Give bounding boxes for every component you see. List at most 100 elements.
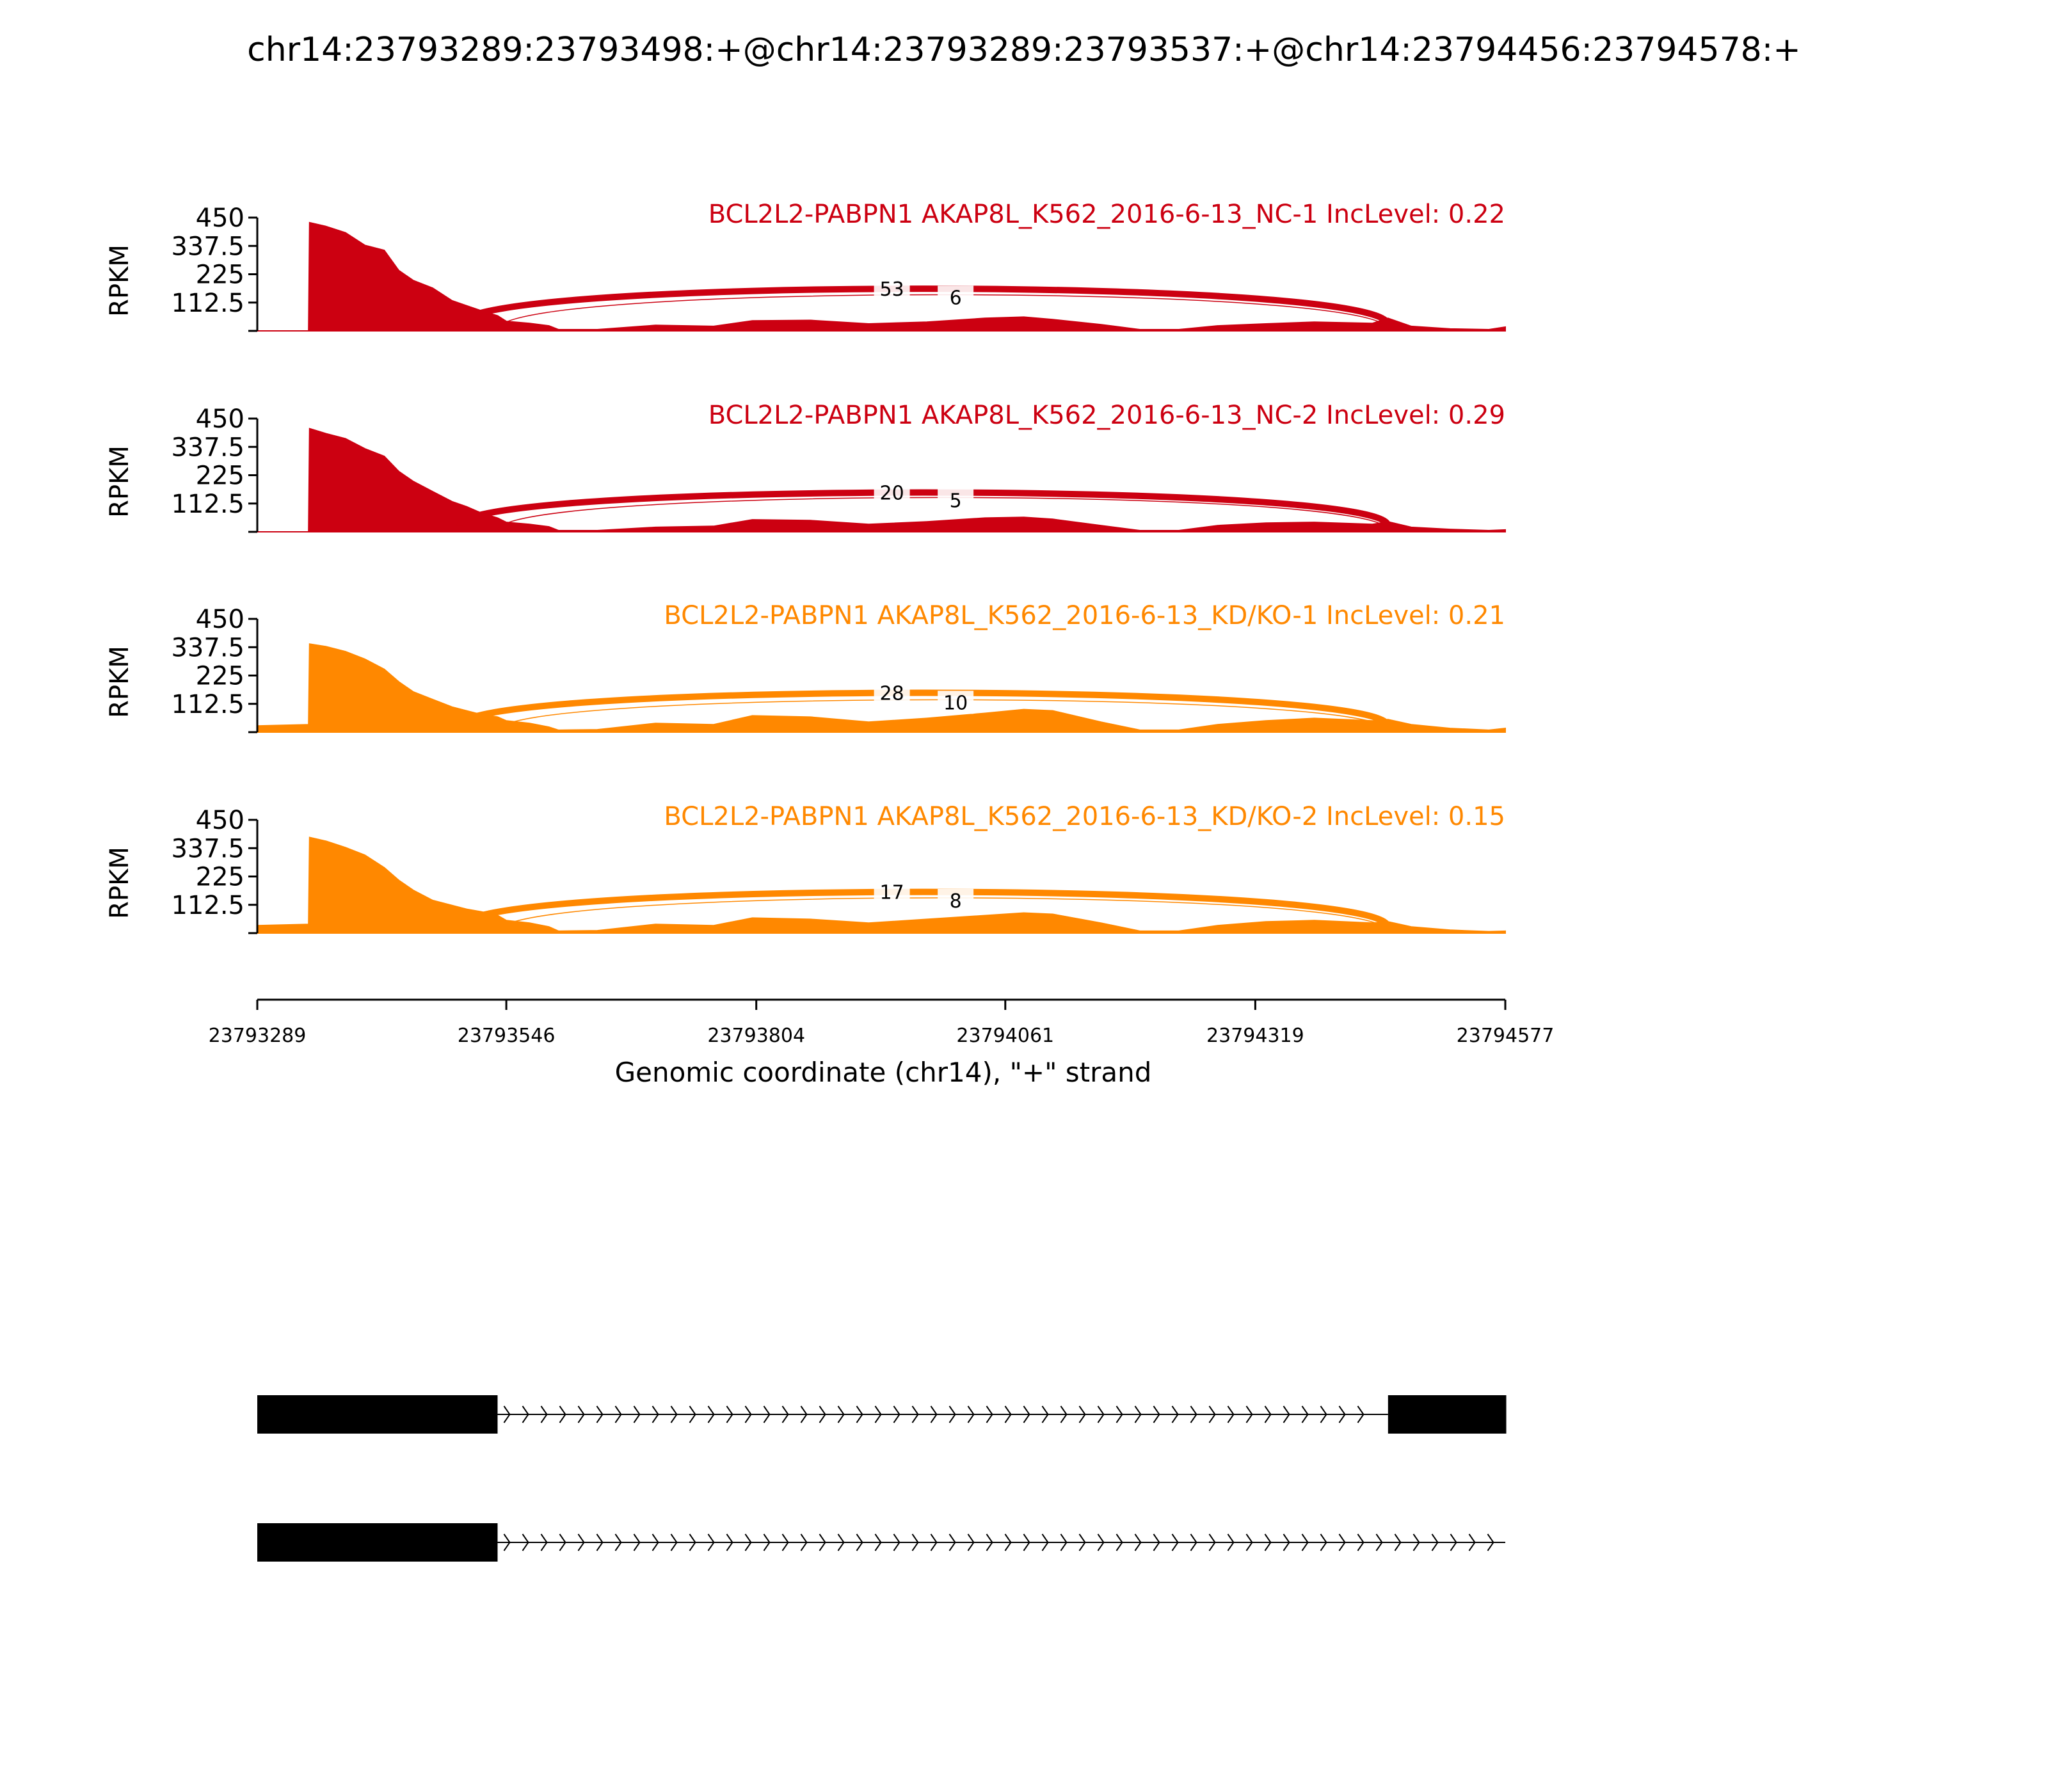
strand-arrow <box>874 1405 882 1423</box>
x-tick-label: 23793289 <box>209 1025 307 1047</box>
strand-arrow <box>1190 1533 1197 1551</box>
chart-title: chr14:23793289:23793498:+@chr14:23793289… <box>247 31 1801 69</box>
y-tick-label: 337.5 <box>171 232 244 261</box>
y-tick-label: 112.5 <box>171 289 244 318</box>
strand-arrow <box>1023 1533 1030 1551</box>
y-tick-label: 225 <box>196 461 244 491</box>
strand-arrow <box>1097 1533 1105 1551</box>
strand-arrow <box>1450 1533 1457 1551</box>
coverage-area <box>257 643 1506 733</box>
strand-arrow <box>1078 1533 1086 1551</box>
y-tick-label: 450 <box>196 806 244 835</box>
strand-arrow <box>1412 1533 1420 1551</box>
strand-arrow <box>930 1405 938 1423</box>
strand-arrow <box>986 1405 993 1423</box>
strand-arrow <box>874 1533 882 1551</box>
strand-arrow <box>540 1405 548 1423</box>
strand-arrow <box>1153 1533 1160 1551</box>
junction-label-bg <box>874 481 910 504</box>
strand-arrow <box>744 1405 752 1423</box>
strand-arrow <box>1320 1405 1327 1423</box>
strand-arrow <box>522 1533 529 1551</box>
junction-label-bg <box>874 681 910 705</box>
x-tick-label: 23794319 <box>1206 1025 1304 1047</box>
strand-arrow <box>726 1533 733 1551</box>
strand-arrow <box>1264 1405 1272 1423</box>
strand-arrow <box>781 1405 789 1423</box>
strand-arrow <box>837 1405 845 1423</box>
strand-arrow <box>819 1533 826 1551</box>
coverage-area <box>257 836 1506 934</box>
strand-arrow <box>1487 1533 1494 1551</box>
gene-model-1 <box>257 1395 1507 1434</box>
track-title: BCL2L2-PABPN1 AKAP8L_K562_2016-6-13_NC-1… <box>708 200 1505 229</box>
strand-arrow <box>689 1533 696 1551</box>
strand-arrow <box>726 1405 733 1423</box>
strand-arrow <box>652 1405 659 1423</box>
exon-block <box>1388 1395 1507 1434</box>
junction-arc <box>456 888 1391 929</box>
strand-arrow <box>893 1405 900 1423</box>
strand-arrow <box>1245 1533 1253 1551</box>
junction-count-label: 10 <box>943 692 968 714</box>
strand-arrow <box>781 1533 789 1551</box>
x-tick-label: 23793546 <box>458 1025 556 1047</box>
strand-arrow <box>1171 1405 1179 1423</box>
junction-arc <box>456 689 1391 728</box>
junction-label-bg <box>938 488 974 512</box>
strand-arrow <box>744 1533 752 1551</box>
y-tick-label: 450 <box>196 404 244 434</box>
strand-arrow <box>596 1533 604 1551</box>
strand-arrow <box>1431 1533 1439 1551</box>
strand-arrow <box>1320 1533 1327 1551</box>
y-tick-label: 450 <box>196 605 244 634</box>
strand-arrow <box>614 1405 622 1423</box>
strand-arrow <box>930 1533 938 1551</box>
y-tick-label: 225 <box>196 260 244 290</box>
strand-arrow <box>1375 1533 1383 1551</box>
track-title: BCL2L2-PABPN1 AKAP8L_K562_2016-6-13_NC-2… <box>708 401 1505 430</box>
strand-arrow <box>1227 1533 1235 1551</box>
strand-arrow <box>967 1533 975 1551</box>
y-tick-label: 112.5 <box>171 891 244 920</box>
junction-count-label: 28 <box>880 683 904 705</box>
strand-arrow <box>1283 1405 1290 1423</box>
strand-arrow <box>1041 1405 1049 1423</box>
strand-arrow <box>1004 1405 1012 1423</box>
strand-arrow <box>856 1405 863 1423</box>
strand-arrow <box>837 1533 845 1551</box>
y-tick-label: 225 <box>196 863 244 892</box>
strand-arrow <box>1041 1533 1049 1551</box>
track-title: BCL2L2-PABPN1 AKAP8L_K562_2016-6-13_KD/K… <box>664 802 1505 831</box>
strand-arrow <box>670 1405 678 1423</box>
strand-arrow <box>1468 1533 1476 1551</box>
junction-arc <box>456 285 1391 326</box>
strand-arrow <box>911 1533 919 1551</box>
junction-label-bg <box>938 691 974 714</box>
junction-count-label: 5 <box>950 490 962 512</box>
strand-arrow <box>948 1405 956 1423</box>
strand-arrow <box>522 1405 529 1423</box>
strand-arrow <box>1245 1405 1253 1423</box>
strand-arrow <box>1338 1405 1346 1423</box>
strand-arrow <box>1116 1405 1123 1423</box>
strand-arrow <box>763 1533 771 1551</box>
strand-arrow <box>1023 1405 1030 1423</box>
x-axis-label: Genomic coordinate (chr14), "+" strand <box>615 1057 1152 1088</box>
strand-arrow <box>1264 1533 1272 1551</box>
strand-arrow <box>577 1533 585 1551</box>
strand-arrow <box>1116 1533 1123 1551</box>
strand-arrow <box>707 1533 715 1551</box>
strand-arrow <box>1004 1533 1012 1551</box>
junction-label-bg <box>938 888 974 912</box>
strand-arrow <box>986 1533 993 1551</box>
strand-arrow <box>1134 1405 1142 1423</box>
strand-arrow <box>1060 1405 1068 1423</box>
y-tick-label: 450 <box>196 204 244 233</box>
